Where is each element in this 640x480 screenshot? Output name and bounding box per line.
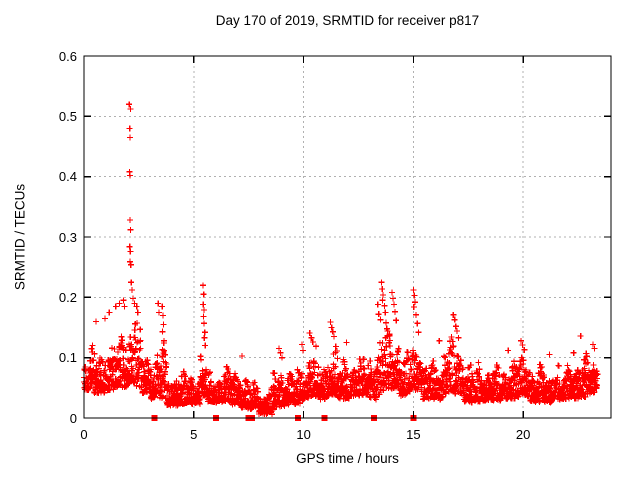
x-tick-label: 10	[296, 427, 311, 442]
y-tick-label: 0.3	[58, 229, 77, 245]
plot-area	[81, 55, 612, 421]
x-tick-label: 0	[80, 427, 88, 442]
x-tick-label: 15	[406, 427, 421, 442]
y-tick-label: 0.5	[58, 108, 77, 124]
x-tick-label: 20	[515, 427, 531, 442]
y-tick-label: 0	[69, 410, 77, 426]
x-tick-label: 5	[190, 427, 198, 442]
x-axis-label: GPS time / hours	[296, 451, 399, 466]
y-tick-label: 0.2	[58, 289, 77, 305]
y-tick-label: 0.4	[58, 169, 77, 185]
chart-title: Day 170 of 2019, SRMTID for receiver p81…	[215, 13, 480, 28]
scatter-points	[81, 101, 601, 418]
y-tick-label: 0.1	[58, 350, 77, 366]
y-tick-label: 0.6	[58, 48, 77, 64]
